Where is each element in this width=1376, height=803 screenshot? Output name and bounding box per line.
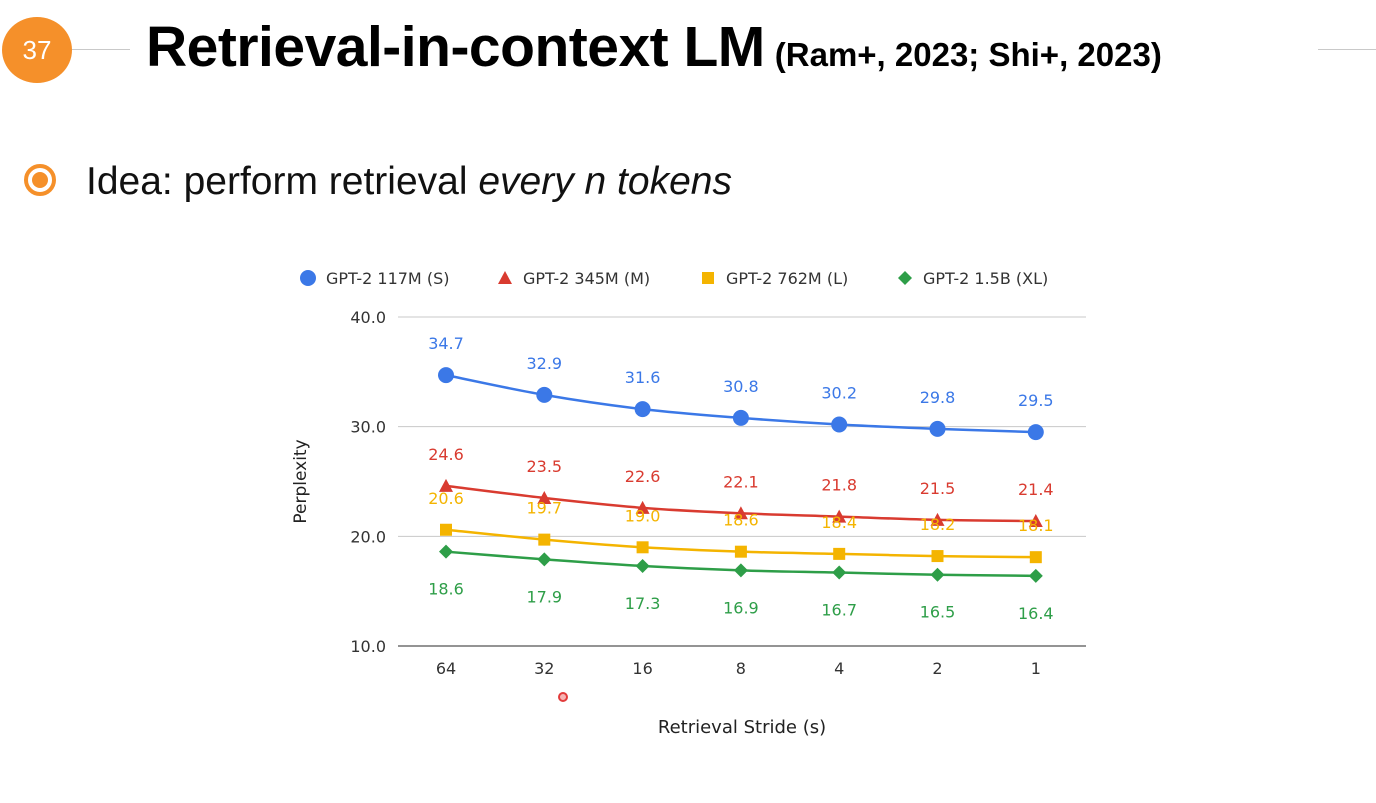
series-3-data-label: 17.3 bbox=[625, 594, 661, 613]
laser-pointer-dot bbox=[558, 692, 568, 702]
series-0-data-label: 30.8 bbox=[723, 377, 759, 396]
perplexity-line-chart: 10.0 20.0 30.0 40.0 64 32 16 8 4 2 1 Perplexity Retr… bbox=[291, 269, 1086, 738]
series-1-point bbox=[635, 500, 650, 514]
series-2-point bbox=[931, 550, 944, 563]
legend-label-0: GPT-2 117M (S) bbox=[326, 269, 449, 288]
x-tick-label: 2 bbox=[932, 659, 942, 678]
series-3-point bbox=[733, 563, 748, 578]
series-3-point bbox=[537, 552, 552, 567]
series-0-point bbox=[536, 386, 553, 403]
series-2-data-label: 19.0 bbox=[625, 506, 661, 525]
series-1-data-label: 22.1 bbox=[723, 472, 759, 491]
title-rule-left bbox=[72, 49, 130, 50]
series-2-point bbox=[1029, 551, 1042, 564]
series-3-point bbox=[930, 567, 945, 582]
series-1-data-label: 21.5 bbox=[920, 479, 956, 498]
series-3-point bbox=[439, 544, 453, 559]
x-tick-label: 8 bbox=[736, 659, 746, 678]
series-2-data-label: 18.2 bbox=[920, 515, 956, 534]
bullet-ring-icon bbox=[24, 164, 56, 196]
x-tick-label: 1 bbox=[1031, 659, 1041, 678]
series-2-point bbox=[833, 547, 846, 560]
y-tick-label: 10.0 bbox=[350, 637, 386, 656]
series-3-point bbox=[635, 558, 650, 573]
series-1-point bbox=[733, 506, 748, 520]
series-0-data-label: 30.2 bbox=[821, 383, 857, 402]
series-0-data-label: 29.5 bbox=[1018, 391, 1054, 410]
series-0-point bbox=[831, 416, 848, 433]
series-0-point bbox=[438, 367, 454, 384]
legend-label-2: GPT-2 762M (L) bbox=[726, 269, 848, 288]
legend-label-1: GPT-2 345M (M) bbox=[523, 269, 650, 288]
y-tick-label: 20.0 bbox=[350, 527, 386, 546]
series-3-data-label: 16.4 bbox=[1018, 604, 1054, 623]
slide-title: Retrieval-in-context LM (Ram+, 2023; Shi+… bbox=[146, 14, 1162, 80]
slide-number: 37 bbox=[22, 34, 52, 65]
series-1-point bbox=[832, 509, 847, 523]
x-tick-label: 64 bbox=[436, 659, 456, 678]
x-tick-label: 4 bbox=[834, 659, 844, 678]
series-1-point bbox=[537, 490, 552, 504]
series-3-data-label: 18.6 bbox=[428, 580, 464, 599]
legend-marker-2 bbox=[702, 272, 714, 284]
bullet-text: Idea: perform retrieval every n tokens bbox=[86, 160, 732, 204]
series-0-point bbox=[929, 420, 946, 437]
y-tick-label: 40.0 bbox=[350, 308, 386, 327]
series-3-data-label: 16.7 bbox=[821, 601, 857, 620]
slide-title-main: Retrieval-in-context LM bbox=[146, 15, 765, 79]
series-1-data-label: 23.5 bbox=[526, 457, 562, 476]
series-2-data-label: 18.1 bbox=[1018, 516, 1054, 535]
x-tick-label: 32 bbox=[534, 659, 554, 678]
slide-number-badge: 37 bbox=[2, 17, 72, 83]
legend-marker-0 bbox=[300, 270, 316, 286]
series-0-data-label: 29.8 bbox=[920, 388, 956, 407]
series-2-point bbox=[440, 523, 452, 536]
series-2-data-label: 18.4 bbox=[821, 513, 857, 532]
y-axis-label: Perplexity bbox=[291, 439, 311, 523]
series-3-point bbox=[832, 565, 847, 580]
x-axis-label: Retrieval Stride (s) bbox=[658, 717, 826, 738]
series-2-data-label: 19.7 bbox=[526, 499, 562, 518]
series-0-point bbox=[634, 401, 651, 418]
series-1-point bbox=[439, 478, 453, 492]
slide-title-citation: (Ram+, 2023; Shi+, 2023) bbox=[774, 36, 1162, 73]
series-1-data-label: 21.8 bbox=[821, 476, 857, 495]
bullet-text-emphasis: every n tokens bbox=[478, 160, 732, 203]
series-2-point bbox=[734, 545, 747, 558]
y-tick-label: 30.0 bbox=[350, 418, 386, 437]
series-1-point bbox=[1028, 513, 1043, 527]
series-3-data-label: 16.5 bbox=[920, 603, 956, 622]
bullet-text-prefix: Idea: perform retrieval bbox=[86, 160, 479, 203]
legend-label-3: GPT-2 1.5B (XL) bbox=[923, 269, 1048, 288]
series-0-point bbox=[1027, 424, 1044, 441]
series-2-point bbox=[538, 533, 551, 546]
title-rule-right bbox=[1318, 49, 1376, 50]
series-1-data-label: 21.4 bbox=[1018, 480, 1054, 499]
series-0-point bbox=[732, 409, 749, 426]
series-3-data-label: 17.9 bbox=[526, 587, 562, 606]
series-2-data-label: 18.6 bbox=[723, 511, 759, 530]
series-2-point bbox=[636, 541, 649, 554]
series-0-data-label: 32.9 bbox=[526, 354, 562, 373]
series-0-data-label: 31.6 bbox=[625, 368, 661, 387]
series-3-point bbox=[1028, 568, 1043, 583]
series-2-data-label: 20.6 bbox=[428, 489, 464, 508]
legend-marker-1 bbox=[498, 271, 512, 284]
x-tick-label: 16 bbox=[632, 659, 652, 678]
series-1-data-label: 24.6 bbox=[428, 445, 464, 464]
series-1-data-label: 22.6 bbox=[625, 467, 661, 486]
series-0-data-label: 34.7 bbox=[428, 334, 464, 353]
legend-marker-3 bbox=[898, 271, 912, 285]
series-1-point bbox=[930, 512, 945, 526]
series-3-data-label: 16.9 bbox=[723, 598, 759, 617]
